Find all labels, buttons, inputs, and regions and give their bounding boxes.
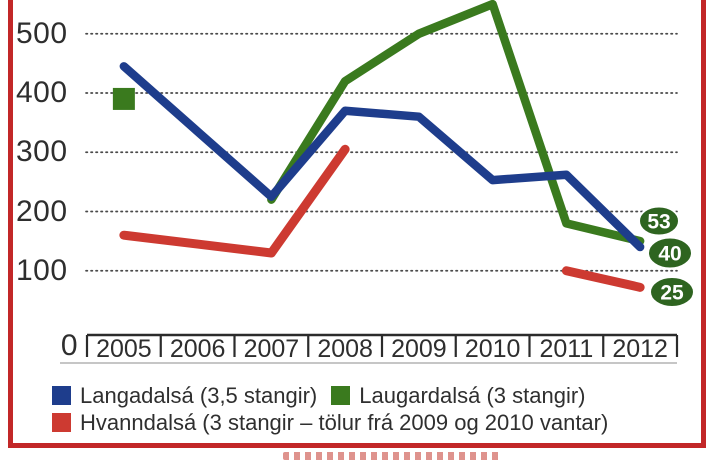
frame-border-right (701, 0, 706, 448)
y-axis-origin-label: 0 (60, 329, 78, 362)
value-badge (638, 205, 680, 237)
frame-border-bottom (8, 443, 706, 448)
legend-item-laugardalsa: Laugardalsá (3 stangir) (331, 382, 586, 409)
cutoff-caption-text (283, 452, 501, 460)
series-line (267, 0, 645, 246)
y-axis-tick-label: 400 (16, 76, 68, 109)
legend-label-laugardalsa: Laugardalsá (3 stangir) (359, 382, 586, 408)
y-axis-tick-label: 500 (16, 16, 68, 50)
series-line (561, 266, 645, 292)
legend-swatch-green-icon (331, 386, 351, 405)
legend-item-hvanndalsa: Hvanndalsá (3 stangir – tölur frá 2009 o… (52, 409, 608, 436)
x-axis-tick-label: 2009 (391, 335, 447, 363)
value-badge-label: 25 (660, 282, 684, 305)
frame-border-left (8, 0, 13, 448)
x-axis-tick-label: 2005 (96, 335, 152, 363)
value-badge-label: 40 (658, 243, 681, 266)
legend-swatch-blue-icon (52, 386, 71, 405)
legend-label-hvanndalsa: Hvanndalsá (3 stangir – tölur frá 2009 o… (80, 409, 609, 435)
x-axis-tick-label: 2007 (243, 335, 300, 363)
x-axis-tick-label: 2008 (317, 335, 373, 363)
y-axis-tick-label: 200 (16, 194, 68, 228)
y-axis-tick-label: 100 (16, 253, 68, 287)
legend: Langadalsá (3,5 stangir) Laugardalsá (3 … (52, 382, 662, 436)
x-axis-tick-label: 2010 (464, 335, 521, 363)
legend-label-langadalsa: Langadalsá (3,5 stangir) (80, 382, 318, 408)
value-badge (647, 236, 693, 270)
legend-swatch-red-icon (52, 413, 71, 432)
series-line (119, 144, 350, 258)
x-axis-tick-label: 2012 (612, 335, 668, 363)
x-axis-tick-label: 2006 (169, 335, 226, 363)
series-line (119, 62, 645, 252)
legend-item-langadalsa: Langadalsá (3,5 stangir) (52, 382, 317, 409)
value-badge-label: 53 (647, 211, 670, 234)
data-point-square (112, 87, 135, 110)
value-badge (649, 276, 695, 308)
x-axis-tick-label: 2011 (539, 335, 594, 363)
y-axis-tick-label: 300 (16, 135, 68, 169)
